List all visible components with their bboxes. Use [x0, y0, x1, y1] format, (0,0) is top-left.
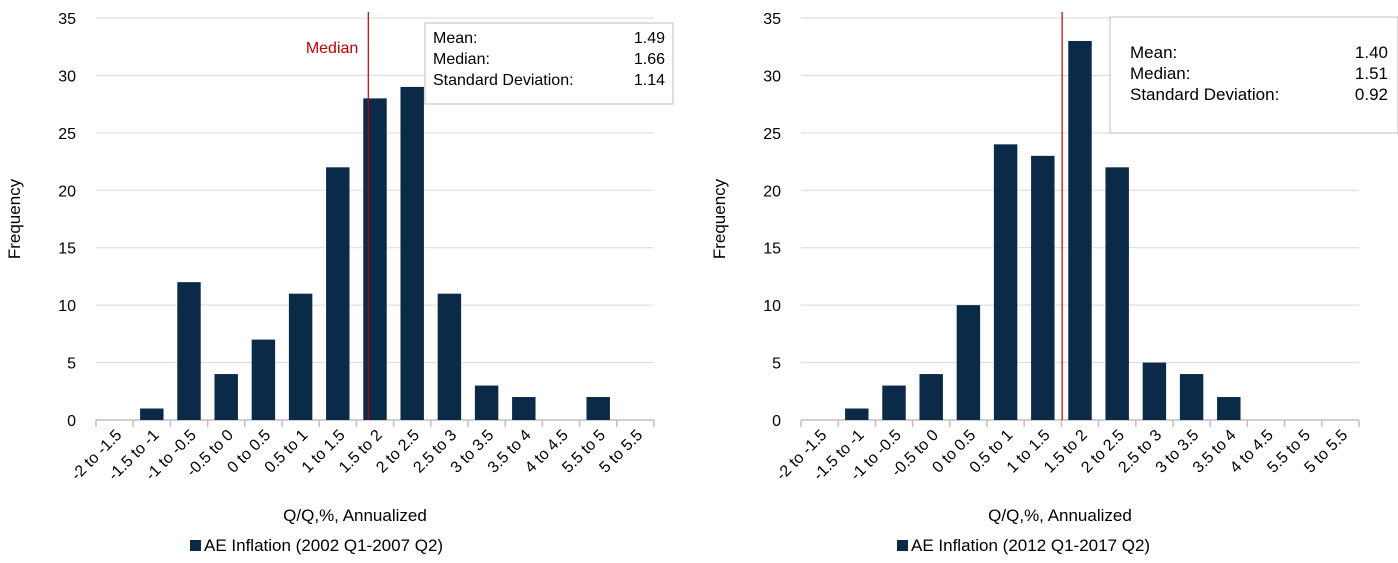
y-tick-label: 35 [58, 11, 76, 28]
stats-value: 0.92 [1355, 85, 1388, 104]
stats-value: 1.14 [634, 72, 665, 89]
legend-label: AE Inflation (2002 Q1-2007 Q2) [204, 536, 443, 555]
bar [251, 339, 276, 420]
y-tick-label: 10 [58, 298, 76, 315]
stats-value: 1.66 [634, 51, 665, 68]
bar [1217, 397, 1241, 420]
y-tick-label: 35 [763, 11, 781, 28]
y-tick-label: 20 [763, 183, 781, 200]
stats-value: 1.49 [634, 30, 665, 47]
legend-label: AE Inflation (2012 Q1-2017 Q2) [911, 536, 1150, 555]
y-tick-label: 15 [58, 241, 76, 258]
bar [919, 374, 943, 420]
y-tick-label: 25 [763, 126, 781, 143]
stats-label: Standard Deviation: [433, 72, 574, 89]
bar [993, 144, 1018, 421]
bar [586, 397, 610, 420]
stats-value: 1.51 [1355, 64, 1388, 83]
bar [1105, 167, 1129, 420]
bar [882, 385, 906, 420]
y-axis-title: Frequency [710, 178, 729, 259]
stats-label: Standard Deviation: [1130, 85, 1279, 104]
y-tick-label: 5 [772, 356, 781, 373]
y-tick-label: 30 [58, 68, 76, 85]
bar [512, 397, 536, 420]
stats-value: 1.40 [1355, 43, 1388, 62]
stats-box [1109, 16, 1398, 134]
bar [288, 293, 313, 420]
legend-swatch [897, 540, 908, 551]
y-tick-label: 30 [763, 68, 781, 85]
bar [326, 167, 350, 420]
bar [140, 408, 164, 420]
y-tick-label: 10 [763, 298, 781, 315]
bar [177, 282, 201, 420]
bar [1179, 374, 1204, 420]
x-axis-title: Q/Q,%, Annualized [283, 506, 427, 525]
stats-label: Mean: [433, 30, 477, 47]
y-axis-title: Frequency [5, 178, 24, 259]
bar [214, 374, 238, 420]
y-tick-label: 0 [67, 413, 76, 430]
bar [845, 408, 869, 420]
y-tick-label: 15 [763, 241, 781, 258]
stats-label: Mean: [1130, 43, 1177, 62]
stats-box [424, 22, 674, 105]
bar [1068, 40, 1092, 420]
y-tick-label: 0 [772, 413, 781, 430]
median-label: Median [306, 40, 358, 57]
bar [400, 86, 424, 421]
bar [474, 385, 499, 420]
legend-swatch [190, 540, 201, 551]
y-tick-label: 20 [58, 183, 76, 200]
bar [956, 305, 981, 420]
x-axis-title: Q/Q,%, Annualized [988, 506, 1132, 525]
y-tick-label: 25 [58, 126, 76, 143]
y-tick-label: 5 [67, 356, 76, 373]
bar [1142, 362, 1167, 420]
bar [363, 98, 387, 421]
bar [437, 293, 462, 420]
stats-label: Median: [1130, 64, 1190, 83]
bar [1031, 155, 1055, 421]
stats-label: Median: [433, 51, 490, 68]
